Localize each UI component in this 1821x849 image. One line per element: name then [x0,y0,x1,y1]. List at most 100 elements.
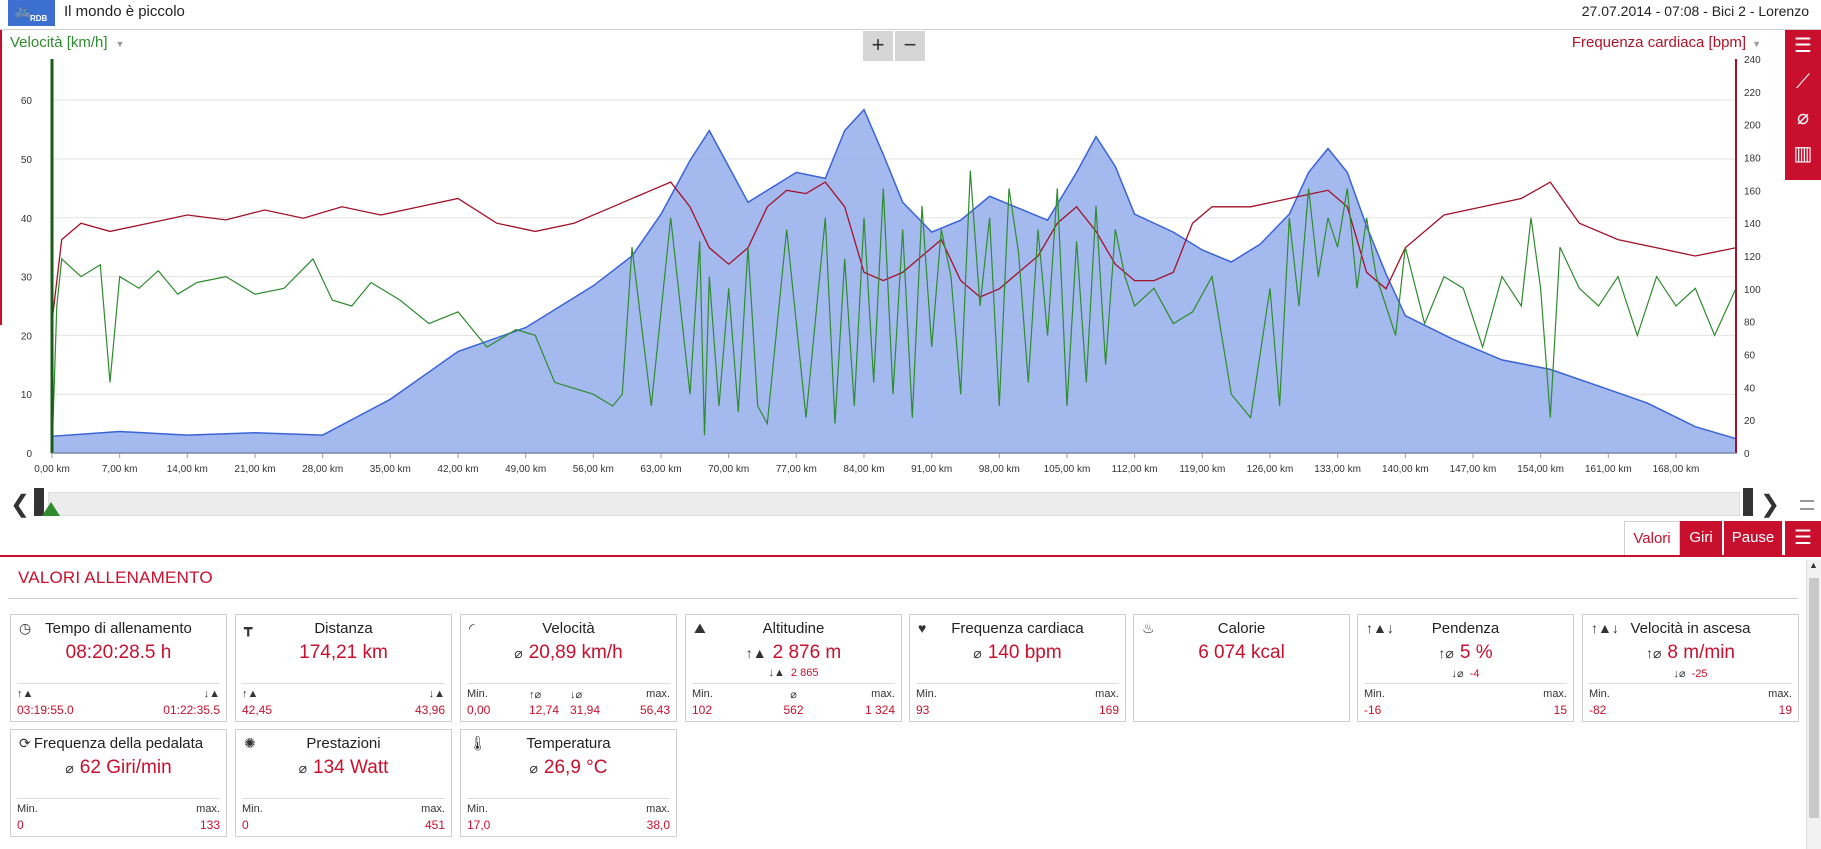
scroll-thumb[interactable] [1809,578,1819,818]
scroll-track[interactable] [48,492,1740,516]
stat-label: max. [646,688,670,700]
stat-number: 43,96 [414,703,445,717]
no-average-icon[interactable]: ⌀ [1796,107,1810,129]
x-tick-label: 14,00 km [167,464,208,475]
bulb-icon: ✺ [244,735,256,751]
stat-label: ↑▲ [17,688,34,700]
x-tick-label: 105,00 km [1044,464,1091,475]
list-icon[interactable]: ☰ [1785,521,1821,555]
stat-card-prestazioni[interactable]: ✺ Prestazioni ⌀ 134 Watt Min. max. 0 451 [235,729,452,837]
panel-resize-grip[interactable] [1800,500,1814,510]
stat-value: ⌀ 62 Giri/min [65,757,172,778]
stat-label: max. [1095,688,1119,700]
range-start-handle[interactable] [34,488,44,516]
x-tick-label: 28,00 km [302,464,343,475]
start-marker-icon[interactable] [42,502,60,516]
stat-value: 08:20:28.5 h [65,642,172,663]
stat-title: Calorie [1217,620,1266,637]
scroll-up-icon[interactable]: ▲ [1809,560,1818,570]
stat-card-pendenza[interactable]: ↑▲↓ Pendenza ↑⌀ 5 % ↓⌀ -4 Min. max. -16 15 [1357,614,1574,722]
left-tick-label: 60 [21,96,33,107]
stat-title: Distanza [314,620,373,637]
zoom-in-button[interactable]: + [863,31,893,61]
scroll-left-button[interactable]: ❮ [10,491,31,518]
stopwatch-icon: ◷ [19,620,32,636]
left-tick-label: 50 [21,155,33,166]
card-divider [467,683,670,684]
right-tick-label: 220 [1744,88,1761,99]
scroll-right-button[interactable]: ❯ [1760,491,1781,518]
chart-toolbar [1785,30,1821,180]
right-axis-selector[interactable]: Frequenza cardiaca [bpm] ▼ [1572,34,1761,51]
vertical-scrollbar[interactable]: ▲ [1806,560,1821,849]
x-tick-label: 91,00 km [911,464,952,475]
speed-line [51,170,1737,454]
stat-value: ⌀ 140 bpm [973,642,1062,663]
thermometer-icon: 🌡 [469,735,487,751]
stat-label: Min. [1589,688,1610,700]
stat-title: Prestazioni [306,735,381,752]
right-tick-label: 20 [1744,416,1756,427]
x-tick-label: 77,00 km [776,464,817,475]
tab-pause[interactable]: Pause [1724,521,1782,555]
stat-number: 1 324 [864,703,895,717]
stat-label: Min. [242,803,263,815]
left-axis-title: Velocità [km/h] [10,34,108,51]
stat-card-tempo[interactable]: ◷ Tempo di allenamento 08:20:28.5 h ↑▲ ↓▲ 03:… [10,614,227,722]
line-chart-icon[interactable]: ⟋ [1796,71,1810,93]
stat-card-calorie[interactable]: ♨ Calorie 6 074 kcal [1133,614,1350,722]
stat-number: 0 [242,818,249,832]
descent-icon: ↓⌀ [1451,668,1464,680]
stat-title: Frequenza cardiaca [951,620,1084,637]
list-icon[interactable]: ☰ [1794,35,1812,57]
x-tick-label: 84,00 km [843,464,884,475]
left-tick-label: 0 [26,449,32,460]
x-tick-label: 21,00 km [234,464,275,475]
stat-label: Min. [467,688,488,700]
left-accent-bar [0,30,2,325]
stat-card-velocita[interactable]: ◜ Velocità ⌀ 20,89 km/h Min. ↑⌀ ↓⌀ max. 0,00 12,7… [460,614,677,722]
stat-sub-value: ↓▲ 2 865 [768,667,819,679]
altitude-area [51,108,1737,454]
tab-giri[interactable]: Giri [1680,521,1722,555]
stat-card-distanza[interactable]: ┳ Distanza 174,21 km ↑▲ ↓▲ 42,45 43,96 [235,614,452,722]
session-info: 27.07.2014 - 07:08 - Bici 2 - Lorenzo [1581,3,1809,19]
stat-number: 451 [424,818,445,832]
bike-icon: 🚲 [14,2,32,18]
stat-card-velascesa[interactable]: ↑▲↓ Velocità in ascesa ↑⌀ 8 m/min ↓⌀ -25 Min. m… [1582,614,1799,722]
app-logo[interactable]: 🚲 RDB [8,0,55,26]
left-tick-label: 20 [21,331,33,342]
training-chart[interactable]: 0 10 20 30 40 50 60 0 20 40 60 80 100 120 140 160 180 200… [0,55,1785,485]
right-axis-title: Frequenza cardiaca [bpm] [1571,34,1747,51]
stat-card-temperatura[interactable]: 🌡 Temperatura ⌀ 26,9 °C Min. max. 17,0 38,0 [460,729,677,837]
heart-icon: ♥ [918,620,927,636]
card-divider [17,683,220,684]
stat-label: ↑⌀ [529,689,542,701]
stat-label: Min. [467,803,488,815]
stat-card-altitudine[interactable]: ⛰ Altitudine ↑▲ 2 876 m ↓▲ 2 865 Min. ⌀ max. 102 5… [685,614,902,722]
card-divider [916,683,1119,684]
stat-card-pedalata[interactable]: ⟳ Frequenza della pedalata ⌀ 62 Giri/min Min… [10,729,227,837]
stat-number: -16 [1364,703,1382,717]
right-tick-label: 200 [1744,121,1761,132]
x-tick-label: 140,00 km [1382,464,1429,475]
stat-sub-value: ↓⌀ -25 [1673,668,1708,680]
card-divider [692,683,895,684]
card-divider [242,683,445,684]
stat-number: 12,74 [529,703,560,717]
stat-card-frequenza[interactable]: ♥ Frequenza cardiaca ⌀ 140 bpm Min. max. 93 169 [909,614,1126,722]
x-tick-label: 168,00 km [1653,464,1700,475]
range-scrollbar: ❮ ❯ [8,488,1781,518]
range-end-handle[interactable] [1743,488,1753,516]
x-tick-label: 70,00 km [708,464,749,475]
right-tick-label: 240 [1744,55,1761,66]
signpost-icon: ┳ [244,620,253,636]
x-tick-label: 56,00 km [573,464,614,475]
left-axis-selector[interactable]: Velocità [km/h] ▼ [10,34,124,51]
bar-chart-icon[interactable]: ▥ [1793,143,1813,165]
divider [8,598,1798,599]
zoom-out-button[interactable]: − [895,31,925,61]
stat-number: 19 [1778,703,1792,717]
tab-valori[interactable]: Valori [1624,521,1680,556]
stat-label: max. [421,803,445,815]
